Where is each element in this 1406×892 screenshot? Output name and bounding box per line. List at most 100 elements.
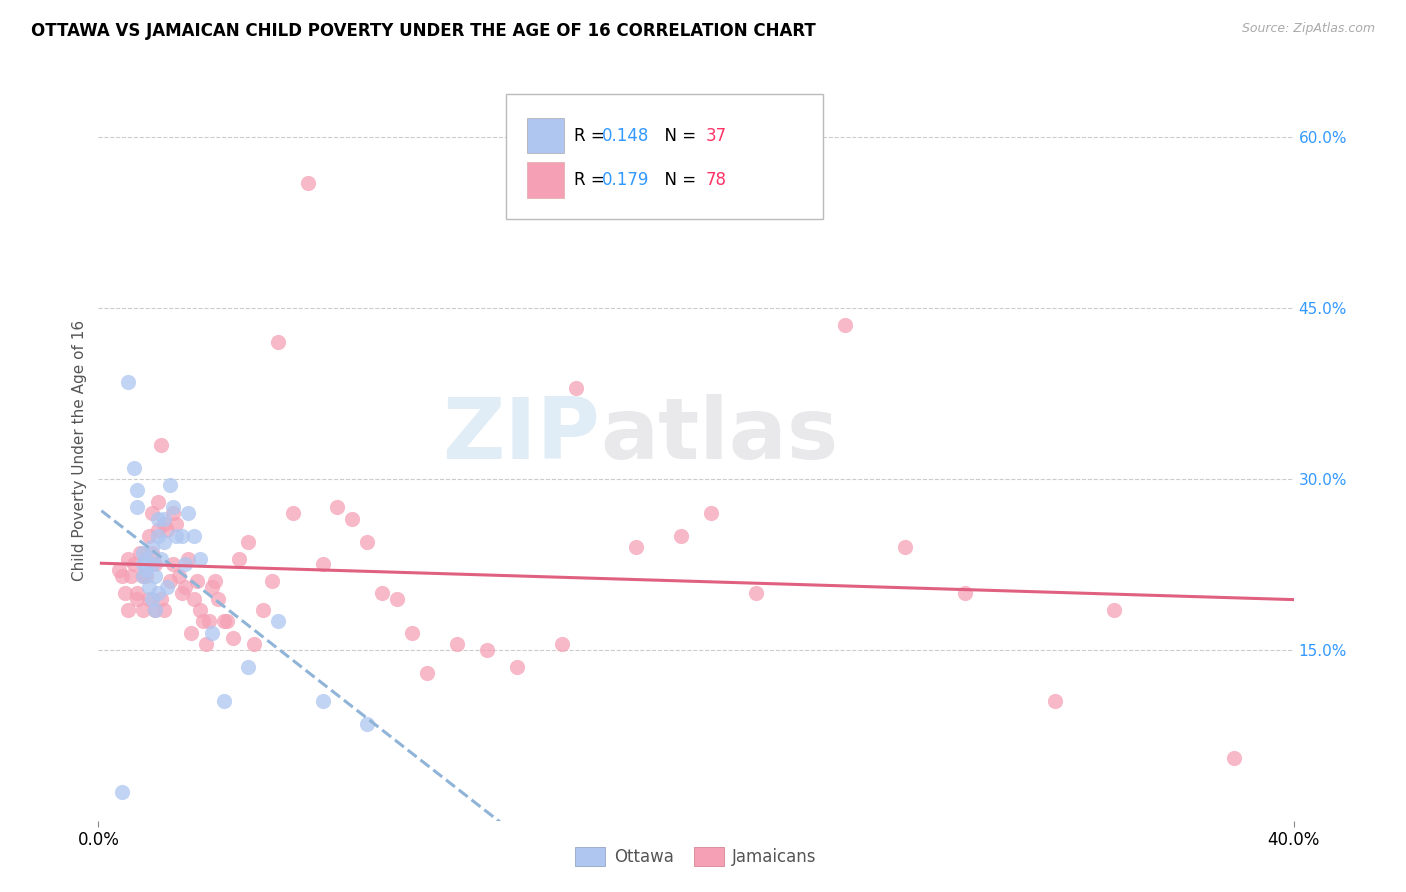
Point [894,541,917,555]
Point [1104,603,1126,617]
Text: 0.148: 0.148 [602,127,650,145]
Text: ZIP: ZIP [443,394,600,477]
Point [191,615,214,629]
Point [135,563,157,577]
Point [141,558,163,572]
Point [215,615,238,629]
Point [117,551,139,566]
Point [127,500,149,515]
Point [141,506,163,520]
Point [371,586,394,600]
Point [153,512,176,526]
Point [111,568,134,582]
Point [222,632,245,646]
Point [565,381,588,395]
Y-axis label: Child Poverty Under the Age of 16: Child Poverty Under the Age of 16 [72,320,87,581]
Point [183,591,205,606]
Point [135,568,157,582]
Point [1043,694,1066,708]
Point [183,529,205,543]
Point [626,541,648,555]
Point [132,603,155,617]
Point [138,591,160,606]
Point [111,785,134,799]
Point [132,568,155,582]
Point [188,551,211,566]
Point [174,580,197,594]
Point [356,716,378,731]
Point [236,534,259,549]
Point [311,558,333,572]
Point [159,477,181,491]
Point [153,534,176,549]
Point [281,506,304,520]
Point [150,438,173,452]
Point [834,318,856,333]
Point [953,586,976,600]
Point [195,637,218,651]
Point [117,603,139,617]
Text: R =: R = [574,127,610,145]
Point [267,335,290,350]
Point [156,523,179,537]
Point [148,529,170,543]
Point [172,586,194,600]
Point [297,176,319,190]
Legend: Ottawa, Jamaicans: Ottawa, Jamaicans [569,840,823,872]
Point [120,568,142,582]
Point [162,558,184,572]
Point [326,500,349,515]
Point [165,517,187,532]
Point [267,615,290,629]
Point [201,580,224,594]
Point [1223,751,1246,765]
Point [204,574,226,589]
Point [243,637,266,651]
Point [141,546,163,560]
Point [143,603,166,617]
Point [114,586,136,600]
Point [201,625,224,640]
Point [156,580,179,594]
Point [186,574,208,589]
Point [475,642,498,657]
Point [159,574,181,589]
Point [148,494,170,508]
Text: R =: R = [574,171,610,189]
Point [550,637,572,651]
Point [127,591,149,606]
Point [124,460,146,475]
Point [446,637,468,651]
Point [236,660,259,674]
Point [342,512,364,526]
Point [212,694,235,708]
Point [669,529,692,543]
Point [162,506,184,520]
Point [177,551,200,566]
Point [148,512,170,526]
Text: N =: N = [654,171,702,189]
Point [127,483,149,498]
Point [207,591,229,606]
Point [124,558,146,572]
Point [162,500,184,515]
Point [172,529,194,543]
Point [150,551,173,566]
Point [745,586,768,600]
Point [132,568,155,582]
Text: 78: 78 [706,171,727,189]
Point [138,529,160,543]
Text: atlas: atlas [600,394,838,477]
Point [153,517,176,532]
Point [127,586,149,600]
Point [138,580,160,594]
Point [143,603,166,617]
Point [135,551,157,566]
Point [252,603,274,617]
Point [177,506,200,520]
Point [174,558,197,572]
Point [212,615,235,629]
Point [356,534,378,549]
Text: 37: 37 [706,127,727,145]
Point [153,603,176,617]
